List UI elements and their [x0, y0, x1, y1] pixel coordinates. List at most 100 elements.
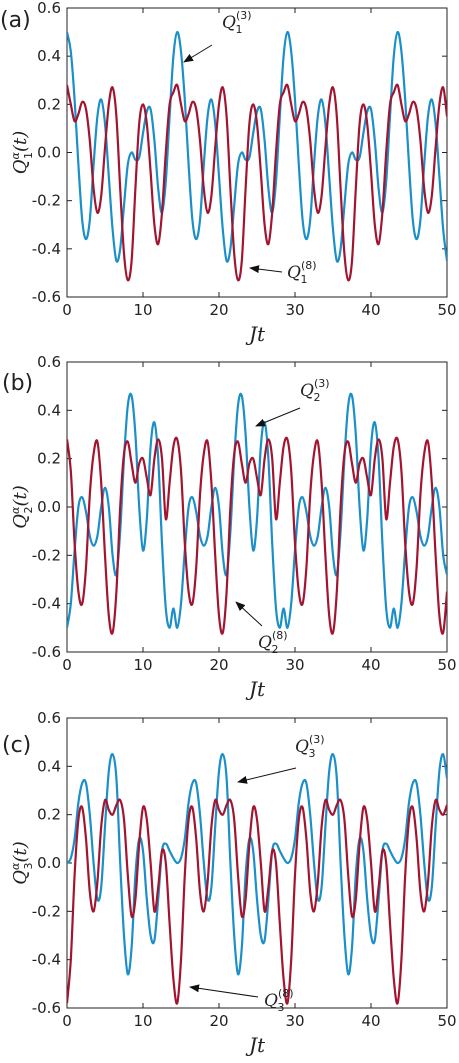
axes-frame — [66, 717, 448, 1009]
y-tick-label: -0.2 — [32, 546, 61, 564]
x-tick-label: 20 — [209, 656, 228, 674]
y-tick-label: 0.2 — [37, 806, 61, 824]
annotation-arrow — [189, 984, 259, 998]
y-label-sup: α — [9, 151, 22, 159]
annotation-sup: (3) — [314, 377, 330, 390]
series-line — [67, 30, 447, 263]
y-tick-label: -0.4 — [32, 951, 61, 969]
x-tick-label: 0 — [62, 301, 72, 319]
y-label-sup: α — [9, 506, 22, 514]
x-tick-label: 10 — [133, 656, 152, 674]
annotation-arrow — [255, 407, 301, 427]
y-tick-label: 0.0 — [37, 498, 61, 516]
annotation-sub: 3 — [309, 747, 316, 760]
panel-label: (c) — [2, 733, 31, 758]
y-label-base: Q — [10, 870, 31, 885]
y-tick-label: 0.0 — [37, 854, 61, 872]
y-label-sup: α — [9, 862, 22, 870]
annotation-arrow — [183, 44, 213, 63]
y-tick-label: -0.6 — [32, 643, 61, 661]
y-tick-label: 0.6 — [37, 353, 61, 371]
y-tick-label: -0.6 — [32, 999, 61, 1017]
y-tick-label: 0.4 — [37, 401, 61, 419]
x-tick-label: 40 — [361, 301, 380, 319]
x-tick-label: 10 — [133, 301, 152, 319]
y-label-sub: 1 — [22, 152, 35, 159]
annotation-base: Q — [264, 991, 278, 1011]
panel-label: (a) — [0, 8, 31, 33]
annotation-sub: 3 — [278, 1001, 285, 1014]
y-tick-label: 0.0 — [37, 144, 61, 162]
series-line — [67, 436, 447, 635]
x-tick-label: 40 — [361, 656, 380, 674]
series-annotation: Q(3) 2 — [300, 377, 330, 404]
annotation-sup: (3) — [309, 733, 325, 746]
x-axis-label: Jt — [245, 677, 266, 701]
panel-label: (b) — [2, 371, 33, 396]
series-annotation: Q(3) 1 — [222, 9, 252, 36]
series-annotation: Q(8) 2 — [258, 629, 288, 656]
y-tick-label: 0.2 — [37, 450, 61, 468]
annotation-sub: 2 — [314, 391, 321, 404]
y-tick-label: -0.4 — [32, 240, 61, 258]
annotation-sup: (8) — [301, 259, 317, 272]
x-tick-label: 20 — [209, 1012, 228, 1030]
annotation-base: Q — [222, 13, 236, 33]
y-axis-label: Qα3(t) — [9, 841, 35, 884]
y-label-base: Q — [10, 159, 31, 174]
y-tick-label: -0.6 — [32, 288, 61, 306]
y-label-tail: (t) — [10, 485, 31, 506]
x-tick-label: 0 — [62, 1012, 72, 1030]
x-tick-label: 40 — [361, 1012, 380, 1030]
annotation-sup: (8) — [278, 987, 294, 1000]
annotation-base: Q — [258, 633, 272, 653]
annotation-sub: 1 — [236, 23, 243, 36]
x-tick-label: 10 — [133, 1012, 152, 1030]
y-tick-label: 0.6 — [37, 0, 61, 17]
y-tick-label: -0.2 — [32, 902, 61, 920]
axes-frame — [66, 361, 448, 653]
y-tick-label: 0.2 — [37, 95, 61, 113]
x-tick-label: 30 — [285, 656, 304, 674]
x-tick-label: 30 — [285, 1012, 304, 1030]
y-label-tail: (t) — [10, 131, 31, 152]
annotation-sup: (8) — [272, 629, 288, 642]
annotation-arrow — [237, 767, 297, 784]
annotation-sub: 2 — [272, 643, 279, 656]
annotation-sub: 1 — [301, 273, 308, 286]
annotation-arrow — [235, 601, 263, 627]
series-annotation: Q(8) 1 — [287, 259, 317, 286]
x-tick-label: 50 — [437, 1012, 456, 1030]
y-tick-label: -0.4 — [32, 595, 61, 613]
series-line — [67, 753, 447, 976]
series-line — [67, 392, 447, 629]
x-tick-label: 50 — [437, 301, 456, 319]
x-tick-label: 0 — [62, 656, 72, 674]
y-axis-label: Qα2(t) — [9, 485, 35, 528]
x-axis-label: Jt — [245, 322, 266, 346]
x-axis-label: Jt — [245, 1033, 266, 1057]
y-axis-label: Qα1(t) — [9, 131, 35, 174]
annotation-base: Q — [295, 737, 309, 757]
y-label-sub: 2 — [22, 507, 35, 514]
series-annotation: Q(3) 3 — [295, 733, 325, 760]
annotation-sup: (3) — [236, 9, 252, 22]
y-tick-label: 0.4 — [37, 757, 61, 775]
y-label-base: Q — [10, 514, 31, 529]
annotation-arrow — [249, 265, 283, 274]
y-label-sub: 3 — [22, 863, 35, 870]
series-annotation: Q(8) 3 — [264, 987, 294, 1014]
annotation-base: Q — [300, 381, 314, 401]
y-tick-label: 0.4 — [37, 47, 61, 65]
x-tick-label: 30 — [285, 301, 304, 319]
y-tick-label: -0.2 — [32, 192, 61, 210]
series-line — [67, 83, 447, 282]
axes-frame — [66, 7, 448, 298]
y-tick-label: 0.6 — [37, 709, 61, 727]
x-tick-label: 50 — [437, 656, 456, 674]
y-label-tail: (t) — [10, 841, 31, 862]
annotation-base: Q — [287, 263, 301, 283]
series-line — [67, 798, 447, 1005]
x-tick-label: 20 — [209, 301, 228, 319]
